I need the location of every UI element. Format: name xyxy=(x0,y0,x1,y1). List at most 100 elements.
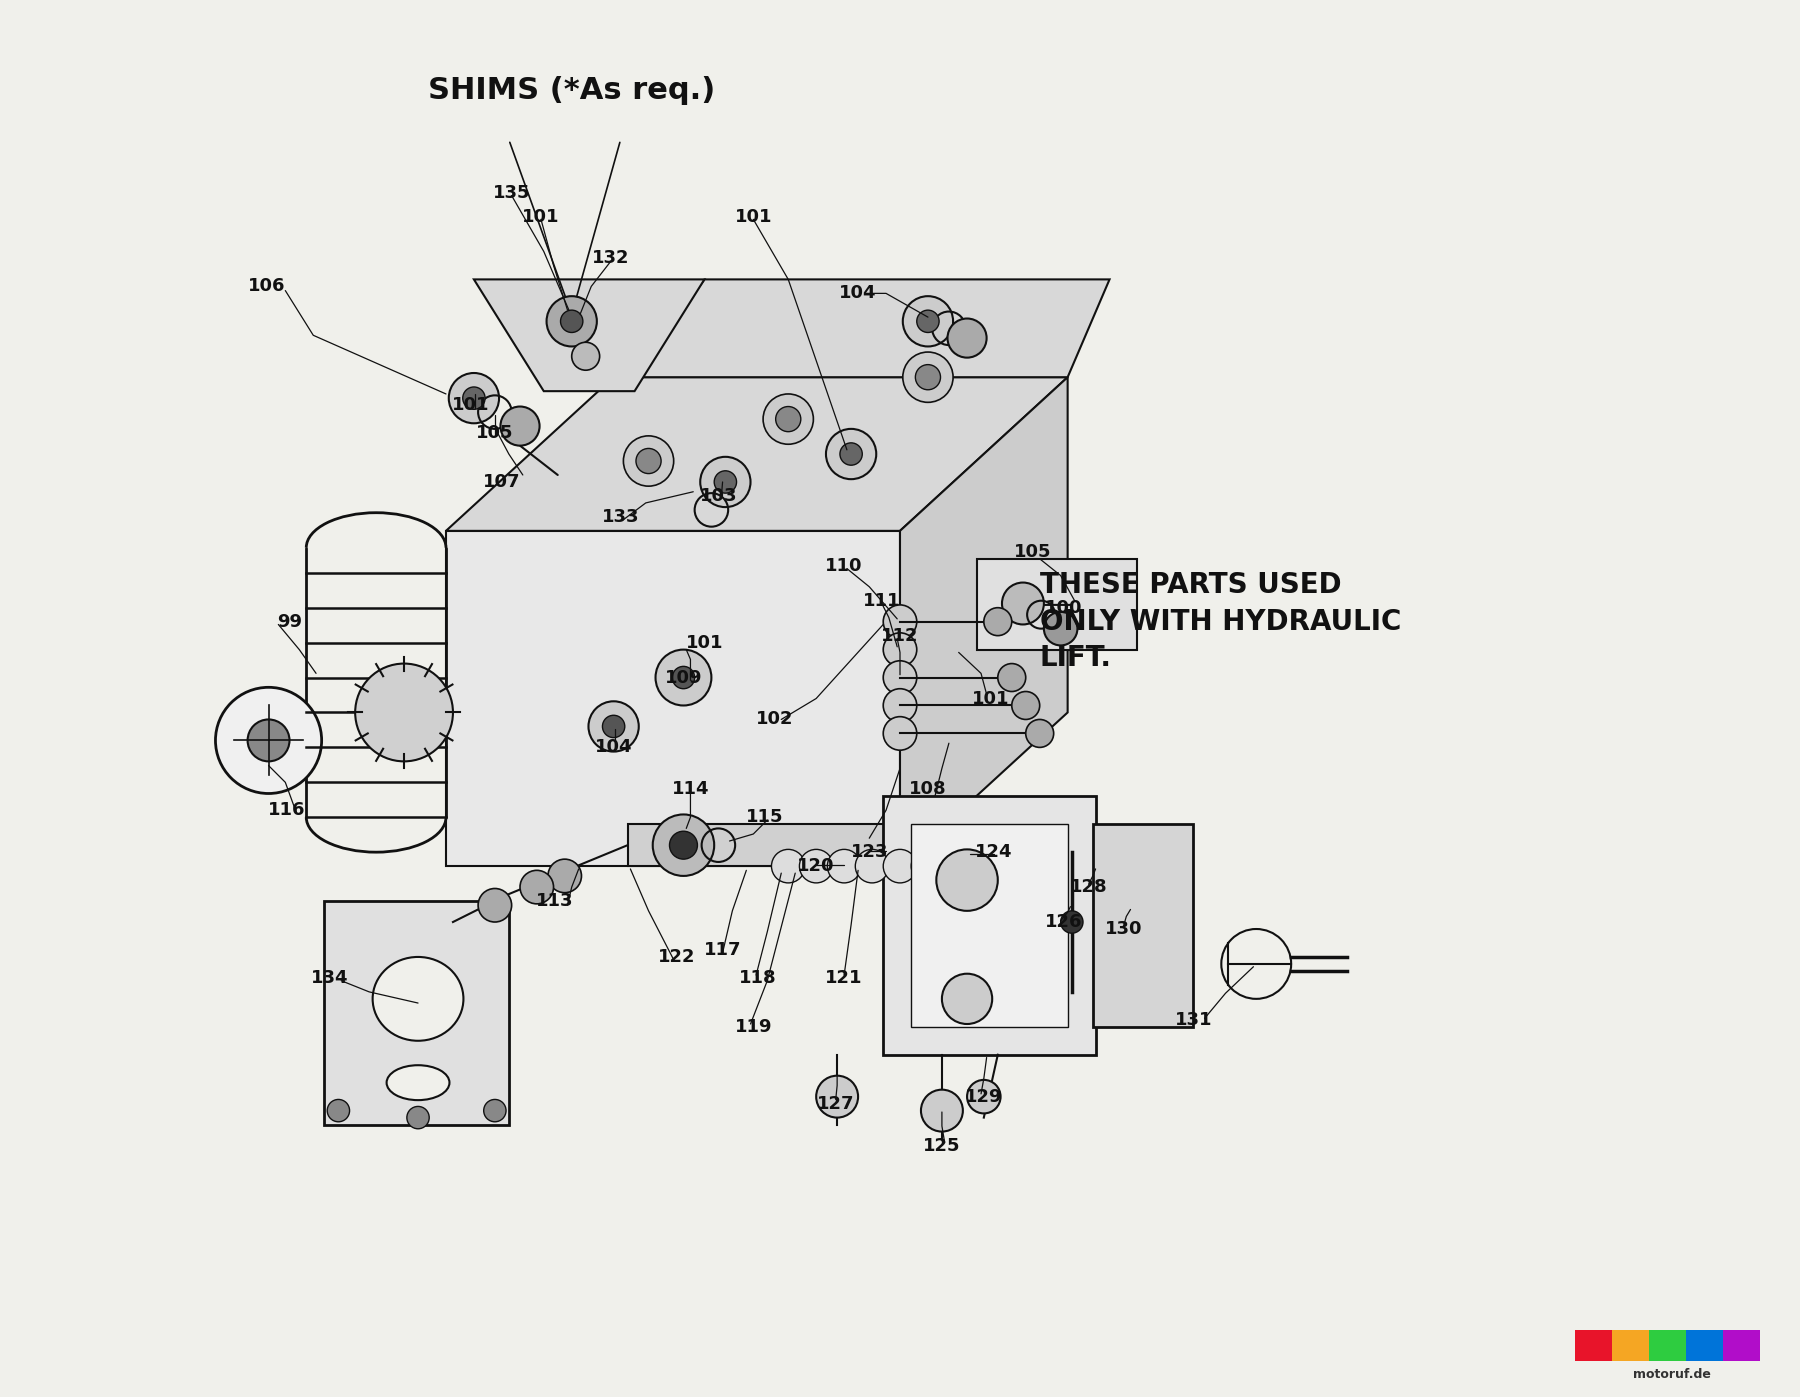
Text: 127: 127 xyxy=(817,1095,855,1112)
Circle shape xyxy=(603,715,625,738)
Polygon shape xyxy=(911,824,1067,1027)
Circle shape xyxy=(635,448,661,474)
Circle shape xyxy=(560,310,583,332)
Circle shape xyxy=(911,849,945,883)
Text: 108: 108 xyxy=(909,781,947,798)
Circle shape xyxy=(1044,612,1078,645)
Circle shape xyxy=(884,661,916,694)
Circle shape xyxy=(828,849,860,883)
Text: 134: 134 xyxy=(311,970,349,986)
Circle shape xyxy=(884,633,916,666)
Circle shape xyxy=(355,664,454,761)
Text: 106: 106 xyxy=(248,278,286,295)
Text: 107: 107 xyxy=(482,474,520,490)
Text: 113: 113 xyxy=(536,893,574,909)
Text: 117: 117 xyxy=(704,942,742,958)
Circle shape xyxy=(448,373,499,423)
Text: 99: 99 xyxy=(277,613,302,630)
Circle shape xyxy=(670,831,697,859)
Text: 105: 105 xyxy=(1013,543,1051,560)
Circle shape xyxy=(916,365,941,390)
Text: 129: 129 xyxy=(965,1088,1003,1105)
Text: 111: 111 xyxy=(862,592,900,609)
Polygon shape xyxy=(1093,824,1193,1027)
Polygon shape xyxy=(446,377,1067,531)
Circle shape xyxy=(572,342,599,370)
Text: 102: 102 xyxy=(756,711,794,728)
Text: 110: 110 xyxy=(826,557,862,574)
Circle shape xyxy=(655,650,711,705)
Circle shape xyxy=(1026,719,1053,747)
Polygon shape xyxy=(884,796,1096,1055)
Text: 100: 100 xyxy=(1044,599,1082,616)
Ellipse shape xyxy=(387,1066,450,1101)
Text: 112: 112 xyxy=(882,627,918,644)
Polygon shape xyxy=(628,824,900,866)
Circle shape xyxy=(916,310,940,332)
Circle shape xyxy=(985,608,1012,636)
Polygon shape xyxy=(473,279,704,391)
Circle shape xyxy=(884,717,916,750)
Text: 125: 125 xyxy=(923,1137,961,1154)
Circle shape xyxy=(1060,911,1084,933)
Circle shape xyxy=(763,394,814,444)
Circle shape xyxy=(967,1080,1001,1113)
Circle shape xyxy=(547,859,581,893)
Circle shape xyxy=(216,687,322,793)
Circle shape xyxy=(884,849,916,883)
Polygon shape xyxy=(324,901,509,1125)
Text: 118: 118 xyxy=(738,970,776,986)
Text: THESE PARTS USED
ONLY WITH HYDRAULIC
LIFT.: THESE PARTS USED ONLY WITH HYDRAULIC LIF… xyxy=(1040,571,1400,672)
Text: 123: 123 xyxy=(851,844,887,861)
Bar xyxy=(1613,1330,1649,1361)
Circle shape xyxy=(855,849,889,883)
Circle shape xyxy=(407,1106,428,1129)
Polygon shape xyxy=(900,377,1067,866)
Circle shape xyxy=(841,443,862,465)
Text: 109: 109 xyxy=(664,669,702,686)
Text: 103: 103 xyxy=(700,488,738,504)
Text: 104: 104 xyxy=(839,285,877,302)
Circle shape xyxy=(547,296,598,346)
Circle shape xyxy=(463,387,484,409)
Circle shape xyxy=(589,701,639,752)
Circle shape xyxy=(671,666,695,689)
Text: 101: 101 xyxy=(734,208,772,225)
Bar xyxy=(1575,1330,1613,1361)
Circle shape xyxy=(715,471,736,493)
Circle shape xyxy=(941,974,992,1024)
Text: 124: 124 xyxy=(976,844,1012,861)
Text: 116: 116 xyxy=(268,802,306,819)
Text: 121: 121 xyxy=(826,970,862,986)
Circle shape xyxy=(248,719,290,761)
Text: 105: 105 xyxy=(477,425,513,441)
Text: 133: 133 xyxy=(601,509,639,525)
Polygon shape xyxy=(446,531,900,866)
Bar xyxy=(1687,1330,1723,1361)
Circle shape xyxy=(884,605,916,638)
Text: SHIMS (*As req.): SHIMS (*As req.) xyxy=(428,77,715,105)
Circle shape xyxy=(826,429,877,479)
Circle shape xyxy=(623,436,673,486)
Text: 122: 122 xyxy=(657,949,695,965)
Text: motoruf.de: motoruf.de xyxy=(1633,1368,1712,1382)
Text: 101: 101 xyxy=(686,634,724,651)
Circle shape xyxy=(922,1090,963,1132)
Circle shape xyxy=(1003,583,1044,624)
Circle shape xyxy=(484,1099,506,1122)
Text: 101: 101 xyxy=(972,690,1010,707)
Circle shape xyxy=(947,319,986,358)
Circle shape xyxy=(700,457,751,507)
Bar xyxy=(1723,1330,1760,1361)
Bar xyxy=(1649,1330,1687,1361)
Text: 119: 119 xyxy=(734,1018,772,1035)
Text: 104: 104 xyxy=(594,739,632,756)
Circle shape xyxy=(904,352,952,402)
Text: 115: 115 xyxy=(745,809,783,826)
Circle shape xyxy=(776,407,801,432)
Circle shape xyxy=(997,664,1026,692)
Circle shape xyxy=(500,407,540,446)
Polygon shape xyxy=(635,279,1109,377)
Circle shape xyxy=(815,1076,859,1118)
Ellipse shape xyxy=(373,957,463,1041)
